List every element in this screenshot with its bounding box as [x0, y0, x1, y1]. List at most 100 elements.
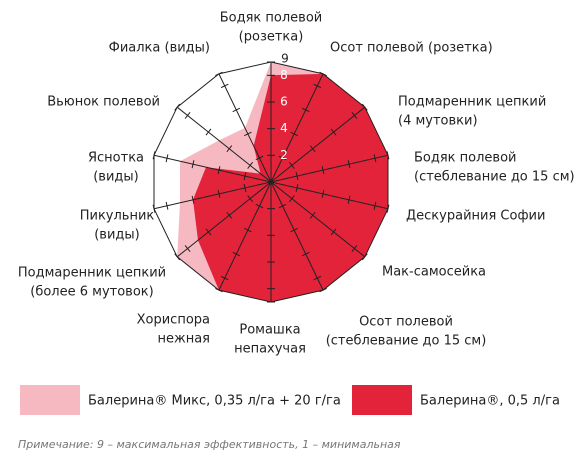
- tick-mark: [217, 189, 221, 198]
- tick-mark: [191, 195, 195, 204]
- tick-mark: [351, 112, 358, 119]
- category-label: Пикульник: [80, 209, 155, 224]
- category-label: Ромашка: [239, 323, 300, 338]
- category-label: Фиалка (виды): [109, 41, 210, 56]
- tick-mark: [309, 211, 316, 219]
- tick-mark: [165, 201, 169, 210]
- tick-mark: [361, 103, 368, 111]
- legend-swatch: [352, 385, 412, 415]
- spoke: [270, 73, 324, 183]
- category-label: Осот полевой (розетка): [330, 41, 493, 56]
- category-label: Мак-самосейка: [382, 265, 486, 280]
- legend-label: Балерина® Микс, 0,35 л/га + 20 г/га: [88, 394, 341, 409]
- category-label: Бодяк полевой: [414, 151, 517, 166]
- tick-mark: [288, 195, 295, 203]
- tick-mark: [295, 183, 299, 192]
- category-label: Подмаренник цепкий: [18, 266, 166, 281]
- tick-mark: [152, 151, 156, 160]
- spoke: [270, 106, 366, 183]
- tick-mark: [220, 83, 229, 89]
- tick-mark: [215, 287, 223, 293]
- tick-mark: [313, 275, 322, 281]
- tick-label: 9: [281, 52, 289, 66]
- tick-mark: [191, 160, 195, 169]
- tick-mark: [247, 195, 254, 203]
- spoke: [218, 181, 272, 291]
- tick-mark: [205, 228, 212, 236]
- tick-mark: [215, 71, 223, 77]
- category-label: непахучая: [234, 342, 306, 357]
- tick-mark: [319, 71, 327, 77]
- tick-mark: [174, 103, 181, 111]
- category-label: (4 мутовки): [398, 114, 478, 129]
- tick-mark: [184, 245, 191, 252]
- category-label: (более 6 мутовок): [30, 285, 153, 300]
- tick-mark: [165, 154, 169, 163]
- tick-mark: [386, 151, 390, 160]
- tick-mark: [373, 201, 377, 210]
- tick-mark: [301, 107, 310, 113]
- tick-mark: [217, 166, 221, 175]
- tick-mark: [309, 145, 316, 153]
- tick-mark: [278, 203, 287, 209]
- tick-mark: [386, 204, 390, 213]
- tick-mark: [226, 145, 233, 153]
- category-label: (стеблевание до 15 см): [326, 334, 487, 349]
- tick-mark: [255, 155, 264, 161]
- tick-mark: [184, 112, 191, 119]
- tick-mark: [255, 203, 264, 209]
- tick-mark: [243, 183, 247, 192]
- category-label: Хориспора: [137, 313, 210, 328]
- spoke: [176, 106, 272, 183]
- category-label: (виды): [94, 228, 140, 243]
- spoke: [270, 181, 324, 291]
- tick-mark: [319, 287, 327, 293]
- tick-label: 2: [280, 148, 288, 162]
- tick-mark: [290, 131, 298, 137]
- tick-mark: [290, 227, 298, 233]
- legend-label: Балерина®, 0,5 л/га: [420, 394, 560, 409]
- category-label: Осот полевой: [359, 315, 453, 330]
- tick-label: 8: [280, 68, 288, 82]
- category-label: Вьюнок полевой: [47, 95, 160, 110]
- tick-mark: [226, 211, 233, 219]
- tick-mark: [205, 128, 212, 136]
- tick-mark: [278, 155, 287, 161]
- tick-mark: [361, 253, 368, 261]
- tick-mark: [347, 160, 351, 169]
- tick-label: 6: [280, 95, 288, 109]
- tick-mark: [244, 131, 252, 137]
- series-area: [193, 73, 388, 303]
- tick-mark: [321, 166, 325, 175]
- category-label: нежная: [158, 332, 211, 347]
- category-label: Дескурайния Софии: [406, 209, 545, 224]
- tick-mark: [152, 204, 156, 213]
- tick-mark: [295, 172, 299, 181]
- spoke: [270, 181, 389, 210]
- note: Примечание: 9 – максимальная эффективнос…: [18, 438, 401, 451]
- tick-mark: [244, 227, 252, 233]
- category-label: Подмаренник цепкий: [398, 95, 546, 110]
- legend-swatch: [20, 385, 80, 415]
- tick-mark: [288, 161, 295, 169]
- tick-mark: [232, 251, 241, 257]
- spoke: [153, 154, 272, 183]
- spoke: [218, 73, 272, 183]
- tick-mark: [220, 275, 229, 281]
- category-label: (стеблевание до 15 см): [414, 170, 575, 185]
- spoke: [176, 181, 272, 258]
- tick-mark: [351, 245, 358, 252]
- tick-mark: [243, 172, 247, 181]
- category-label: Бодяк полевой: [220, 11, 323, 26]
- spoke: [270, 181, 366, 258]
- tick-mark: [232, 107, 241, 113]
- tick-mark: [330, 128, 337, 136]
- category-label: (розетка): [239, 30, 304, 45]
- tick-label: 4: [280, 121, 288, 135]
- tick-mark: [301, 251, 310, 257]
- tick-mark: [313, 83, 322, 89]
- tick-mark: [174, 253, 181, 261]
- tick-mark: [247, 161, 254, 169]
- spoke: [270, 154, 389, 183]
- tick-mark: [347, 195, 351, 204]
